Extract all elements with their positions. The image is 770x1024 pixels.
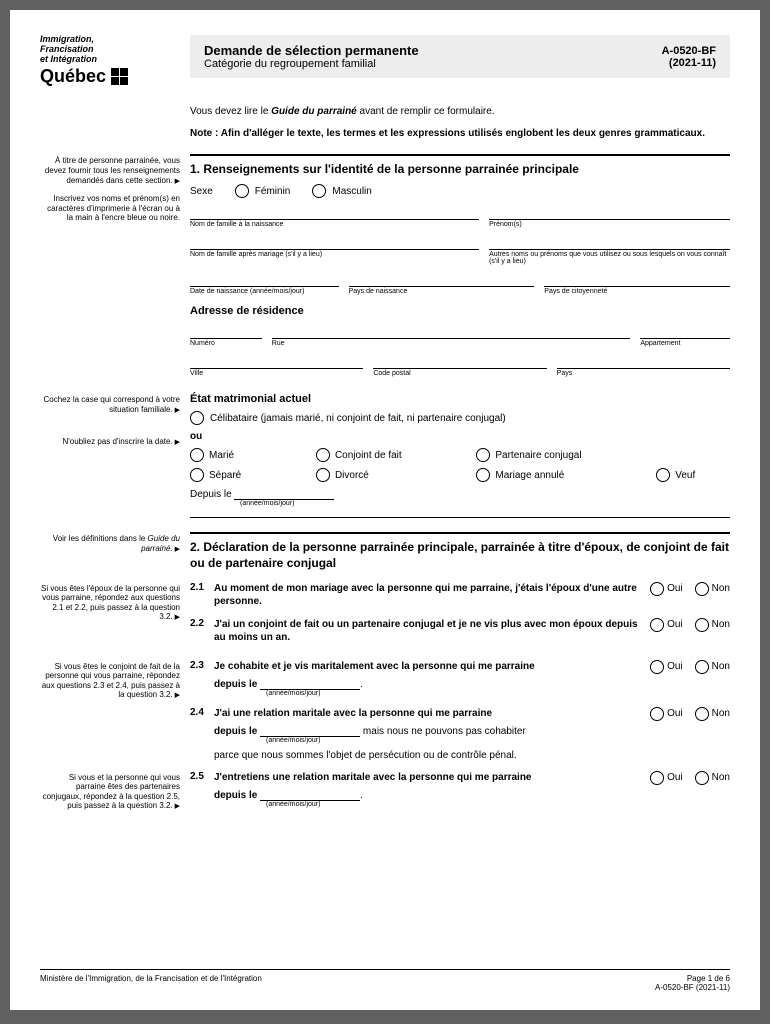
radio-separe[interactable] [190,468,204,482]
footer-ministry: Ministère de l'Immigration, de la Franci… [40,974,262,992]
feminin-label: Féminin [255,186,291,197]
field-code-postal[interactable] [373,353,546,369]
form-date: (2021-11) [662,57,716,69]
radio-feminin[interactable] [235,184,249,198]
fleur-de-lys-icon [110,68,128,86]
footer-page: Page 1 de 6 [655,974,730,983]
field-numero[interactable] [190,323,262,339]
radio-q25-oui[interactable] [650,771,664,785]
depuis-label: Depuis le [190,489,232,500]
radio-q23-oui[interactable] [650,660,664,674]
divider [190,517,730,518]
field-dob[interactable] [190,271,339,287]
side-note-2c: Si vous êtes le conjoint de fait de la p… [40,662,180,701]
radio-divorce[interactable] [316,468,330,482]
question-2-2: 2.2 J'ai un conjoint de fait ou un parte… [190,618,730,644]
field-autres-noms[interactable] [489,234,730,250]
field-pays[interactable] [557,353,730,369]
sexe-label: Sexe [190,186,213,197]
field-depuis-marital[interactable] [234,488,334,500]
field-nom-naissance[interactable] [190,204,479,220]
field-appartement[interactable] [640,323,730,339]
question-2-3: 2.3 Je cohabite et je vis maritalement a… [190,660,730,674]
side-note-1b: Inscrivez vos noms et prénom(s) en carac… [40,194,180,223]
section-1-title: 1. Renseignements sur l'identité de la p… [190,154,730,176]
logo-quebec: Québec [40,67,106,87]
masculin-label: Masculin [332,186,371,197]
ou-label: ou [190,431,730,442]
etat-matrimonial-heading: État matrimonial actuel [190,393,730,405]
q24-reason: parce que nous sommes l'objet de persécu… [214,750,730,761]
radio-q21-non[interactable] [695,582,709,596]
radio-conjoint[interactable] [316,448,330,462]
radio-q24-non[interactable] [695,707,709,721]
celibataire-label: Célibataire (jamais marié, ni conjoint d… [210,413,506,424]
form-page: Immigration, Francisation et Intégration… [10,10,760,1010]
field-prenom[interactable] [489,204,730,220]
question-2-1: 2.1 Au moment de mon mariage avec la per… [190,582,730,608]
field-pob[interactable] [349,271,535,287]
radio-annule[interactable] [476,468,490,482]
footer: Ministère de l'Immigration, de la Franci… [40,969,730,992]
form-subtitle: Catégorie du regroupement familial [204,58,419,70]
question-2-5: 2.5 J'entretiens une relation maritale a… [190,771,730,785]
side-note-1d: N'oubliez pas d'inscrire la date. [40,437,180,447]
section-2-title: 2. Déclaration de la personne parrainée … [190,532,730,571]
side-note-2d: Si vous et la personne qui vous parraine… [40,773,180,812]
radio-q25-non[interactable] [695,771,709,785]
field-citoyennete[interactable] [544,271,730,287]
field-ville[interactable] [190,353,363,369]
radio-q22-oui[interactable] [650,618,664,632]
side-note-1a: À titre de personne parrainée, vous deve… [40,156,180,186]
field-depuis-q25[interactable] [260,789,360,801]
side-note-2b: Si vous êtes l'époux de la personne qui … [40,584,180,623]
side-note-2a: Voir les définitions dans le Guide du pa… [40,534,180,554]
side-note-1c: Cochez la case qui correspond à votre si… [40,395,180,415]
question-2-4: 2.4 J'ai une relation maritale avec la p… [190,707,730,721]
radio-q21-oui[interactable] [650,582,664,596]
radio-marie[interactable] [190,448,204,462]
field-nom-mariage[interactable] [190,234,479,250]
header: Immigration, Francisation et Intégration… [40,35,730,86]
radio-masculin[interactable] [312,184,326,198]
adresse-heading: Adresse de résidence [190,305,730,317]
field-depuis-q23[interactable] [260,678,360,690]
radio-q23-non[interactable] [695,660,709,674]
footer-code: A-0520-BF (2021-11) [655,983,730,992]
logo-line3: et Intégration [40,55,170,65]
radio-q22-non[interactable] [695,618,709,632]
field-depuis-q24[interactable] [260,725,360,737]
form-code: A-0520-BF [662,45,716,57]
field-rue[interactable] [272,323,631,339]
form-title: Demande de sélection permanente [204,43,419,58]
intro-note: Note : Afin d'alléger le texte, les term… [190,126,730,142]
radio-partenaire[interactable] [476,448,490,462]
intro-text: Vous devez lire le Guide du parrainé ava… [190,104,730,142]
title-bar: Demande de sélection permanente Catégori… [190,35,730,78]
radio-veuf[interactable] [656,468,670,482]
radio-q24-oui[interactable] [650,707,664,721]
radio-celibataire[interactable] [190,411,204,425]
quebec-logo: Immigration, Francisation et Intégration… [40,35,170,86]
